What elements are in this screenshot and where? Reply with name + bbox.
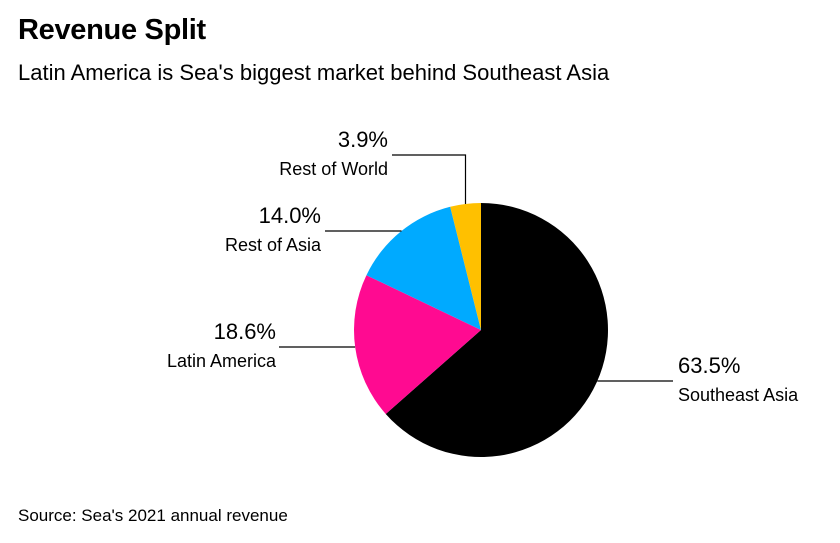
data-label-name-southeast-asia: Southeast Asia: [678, 385, 799, 405]
leader-lines: [279, 154, 673, 382]
chart-subtitle: Latin America is Sea's biggest market be…: [18, 60, 610, 85]
data-label-value-latin-america: 18.6%: [214, 319, 276, 344]
data-label-name-rest-of-asia: Rest of Asia: [225, 235, 322, 255]
leader-line-rest-of-world: [392, 154, 467, 204]
pie-slice-rest-of-world: [450, 203, 481, 330]
data-label-name-latin-america: Latin America: [167, 351, 277, 371]
data-label-value-southeast-asia: 63.5%: [678, 353, 740, 378]
pie-slice-southeast-asia: [385, 203, 609, 457]
source-note: Source: Sea's 2021 annual revenue: [18, 506, 288, 525]
pie-slices: [354, 203, 609, 457]
data-label-value-rest-of-world: 3.9%: [338, 127, 388, 152]
data-label-value-rest-of-asia: 14.0%: [259, 203, 321, 228]
pie-slice-rest-of-asia: [366, 206, 481, 330]
data-label-name-rest-of-world: Rest of World: [279, 159, 388, 179]
chart-title: Revenue Split: [18, 14, 206, 46]
pie-slice-latin-america: [354, 275, 481, 414]
